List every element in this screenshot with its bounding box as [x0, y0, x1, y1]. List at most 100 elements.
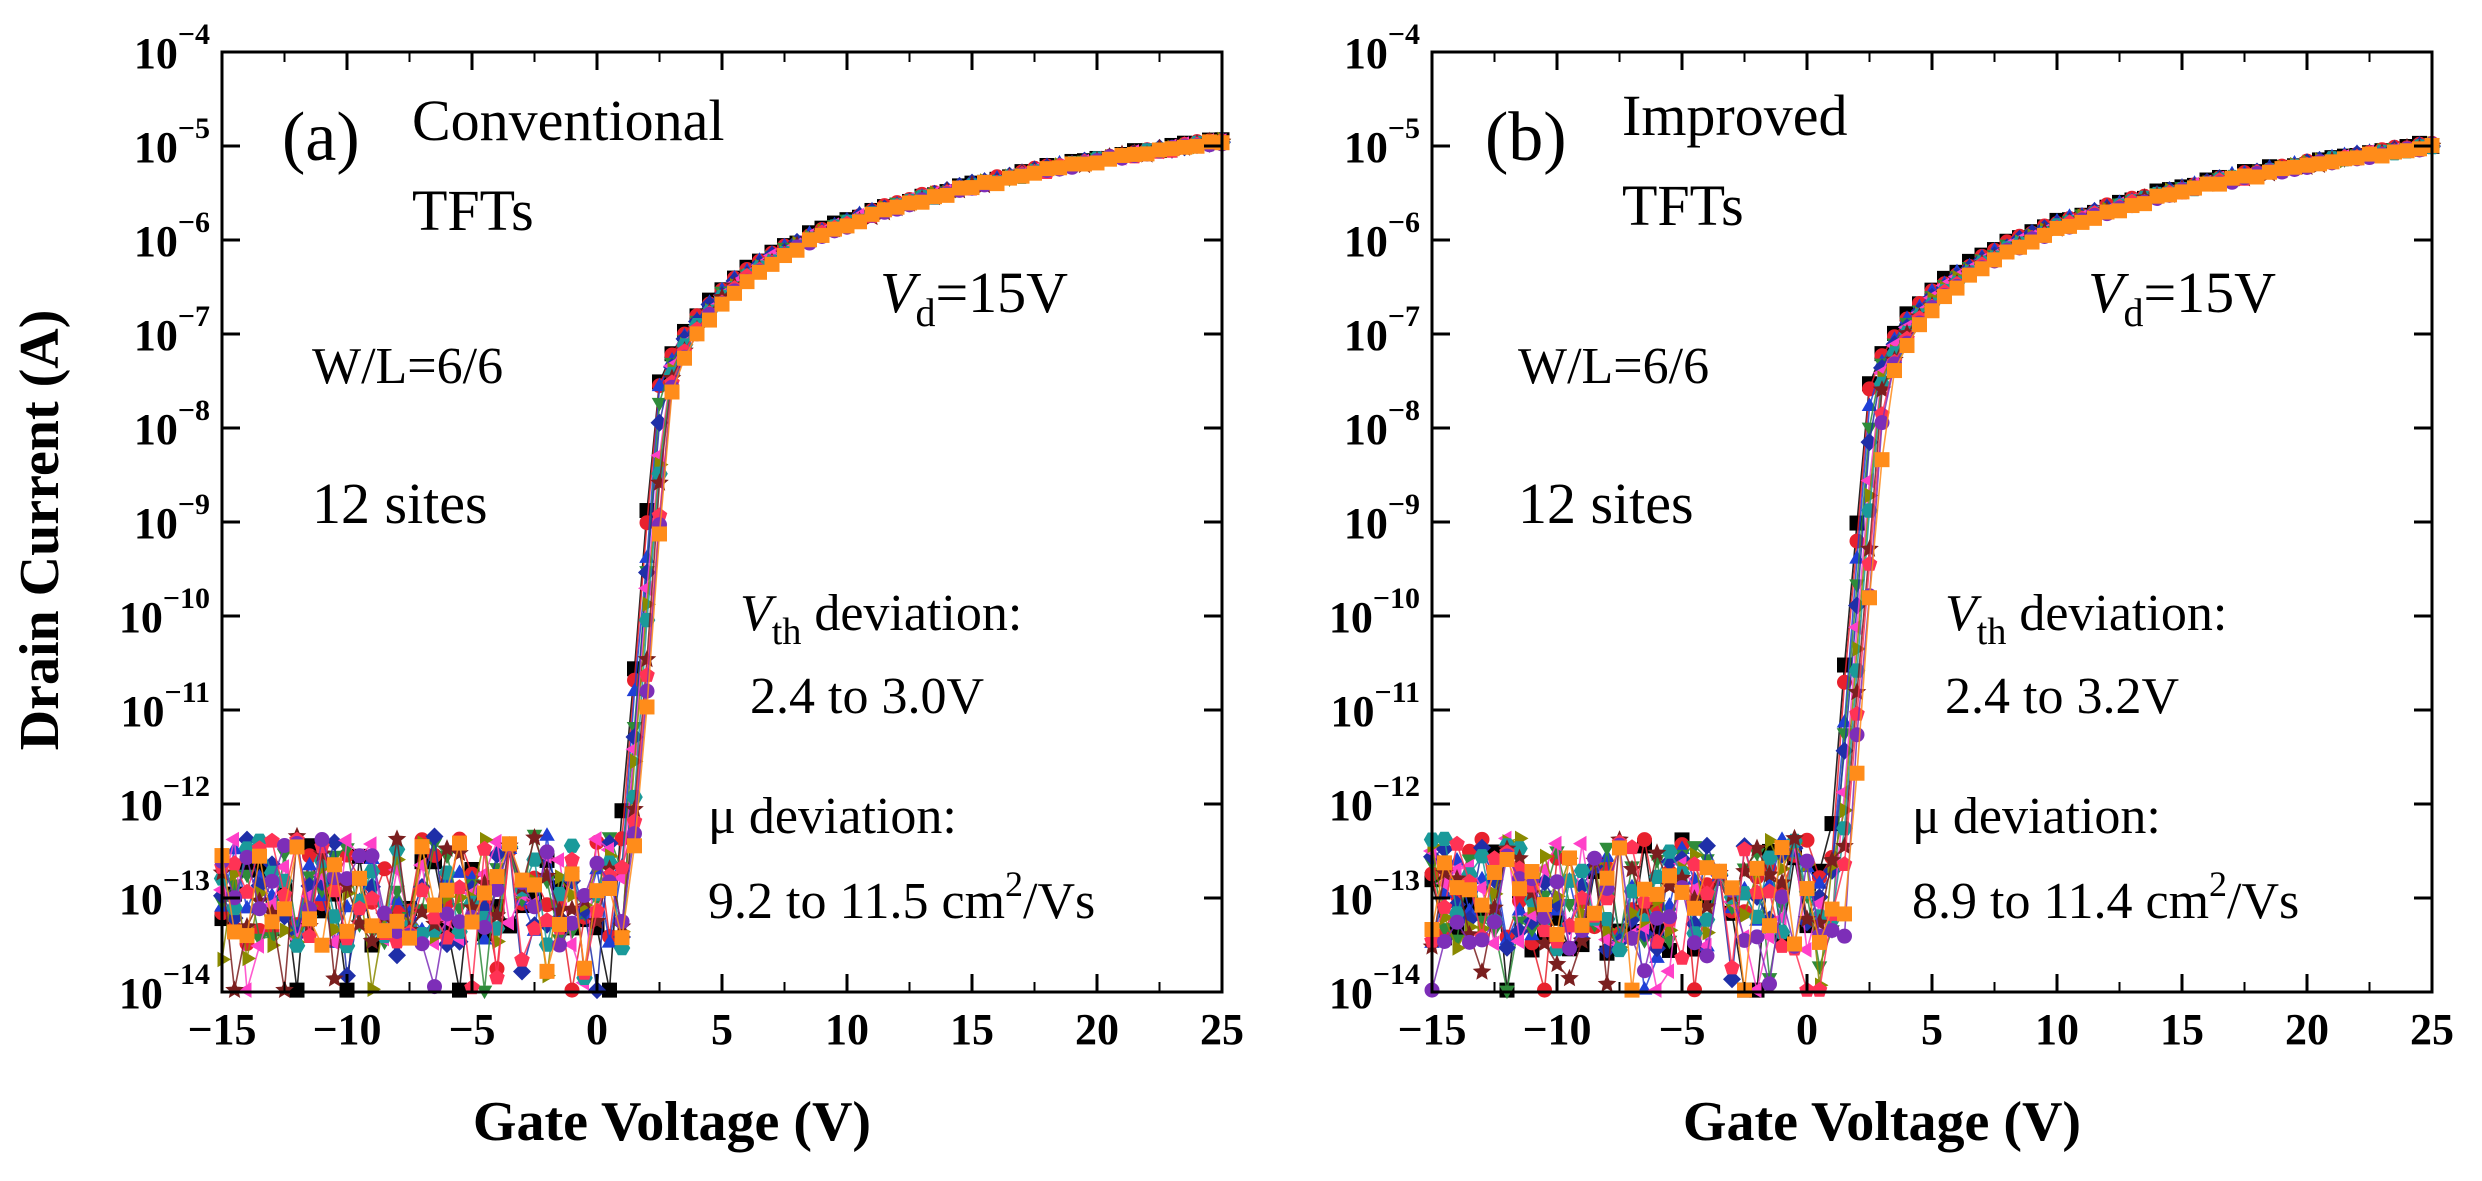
- y-axis-title: Drain Current (A): [9, 310, 71, 751]
- panel-a-vd-annotation: Vd=15V: [880, 260, 1068, 335]
- series-point: [1662, 942, 1677, 958]
- x-tick-label: 25: [1200, 1005, 1244, 1054]
- panel-b-vth-sub: th: [1977, 611, 2007, 653]
- series-point: [1562, 850, 1577, 866]
- panel-b-vd-annotation: Vd=15V: [2088, 260, 2276, 335]
- series-point: [217, 951, 231, 968]
- series-point: [552, 916, 567, 932]
- series-point: [626, 813, 643, 829]
- y-tick-exponent: −10: [163, 582, 210, 615]
- series-point: [1598, 931, 1612, 948]
- series-point: [1587, 850, 1602, 866]
- series-point: [1436, 899, 1453, 914]
- series-point: [525, 828, 544, 846]
- series-point: [564, 915, 580, 931]
- series-point: [1697, 896, 1717, 915]
- series-point: [1487, 914, 1502, 930]
- series-point: [1687, 982, 1702, 998]
- series-point: [1674, 884, 1690, 900]
- series-point: [352, 848, 367, 864]
- series-point: [1824, 922, 1840, 938]
- series-point: [1474, 897, 1490, 913]
- series-point: [1762, 976, 1777, 992]
- series-point: [537, 866, 557, 884]
- series-point: [1787, 936, 1802, 952]
- panel-a-mu-suffix: /Vs: [1023, 873, 1095, 930]
- series-point: [1761, 850, 1778, 865]
- series-point: [550, 852, 564, 868]
- panel-b-axes: −15 −10 −5 0 5 10 15 20 2510−1410−1310−1210−1110…: [1329, 18, 2454, 1054]
- series-point: [2274, 161, 2290, 177]
- series-point: [362, 931, 382, 950]
- y-tick-label: 10−13: [1329, 864, 1420, 924]
- series-point: [588, 831, 602, 847]
- series-point: [225, 831, 239, 848]
- series-point: [451, 924, 468, 939]
- panel-b-mu-range: 8.9 to 11.4 cm2/Vs: [1912, 864, 2299, 930]
- series-point: [1810, 895, 1824, 912]
- series-point: [1799, 881, 1815, 897]
- y-tick-exponent: −5: [178, 112, 210, 145]
- x-tick-label: 10: [2035, 1005, 2079, 1054]
- series-point: [326, 909, 343, 924]
- series-point: [2349, 150, 2365, 166]
- series-point: [377, 905, 392, 921]
- x-tick-label: −5: [1658, 1005, 1705, 1054]
- series-point: [652, 526, 667, 542]
- series-point: [777, 248, 792, 264]
- y-tick-label: 10−7: [134, 300, 210, 360]
- panel-b-mu-suffix: /Vs: [2227, 873, 2299, 930]
- series-point: [564, 982, 580, 998]
- panel-a-mu-range: 9.2 to 11.5 cm2/Vs: [708, 864, 1095, 930]
- series-point: [1536, 922, 1553, 938]
- y-tick-label: 10−4: [134, 18, 210, 78]
- series-point: [1999, 244, 2015, 260]
- series-point: [527, 877, 542, 893]
- series-point: [1524, 864, 1540, 880]
- y-tick-label: 10−6: [1344, 206, 1420, 266]
- series-point: [1549, 874, 1565, 890]
- series-point: [350, 913, 369, 932]
- y-tick-base: 10: [1331, 687, 1375, 736]
- series-point: [1874, 415, 1890, 431]
- series-point: [1736, 841, 1753, 857]
- series-point: [1164, 141, 1180, 157]
- series-point: [1574, 917, 1590, 933]
- series-point: [2187, 180, 2202, 196]
- y-tick-label: 10−14: [1329, 958, 1420, 1018]
- series-line: [1431, 144, 2433, 991]
- series-point: [514, 872, 530, 888]
- series-point: [702, 312, 717, 328]
- panel-a-vd-sub: d: [915, 290, 935, 335]
- series-point: [1822, 850, 1842, 869]
- panel-a-axes: −15 −10 −5 0 5 10 15 20 2510−1410−1310−1210−1110…: [119, 18, 1244, 1054]
- series-point: [1486, 850, 1503, 866]
- series-point: [1462, 882, 1477, 898]
- series-point: [325, 833, 344, 852]
- series-point: [364, 918, 380, 934]
- series-point: [1672, 868, 1692, 886]
- series-point: [451, 879, 468, 895]
- series-point: [627, 826, 642, 842]
- series-point: [1127, 146, 1142, 162]
- y-tick-base: 10: [1344, 29, 1388, 78]
- x-tick-label: 5: [711, 1005, 733, 1054]
- series-point: [314, 832, 330, 848]
- series-point: [1899, 338, 1915, 354]
- series-point: [789, 242, 805, 258]
- series-point: [1114, 147, 1130, 163]
- series-point: [1648, 982, 1662, 998]
- series-point: [1449, 880, 1465, 896]
- series-point: [1799, 832, 1815, 848]
- y-tick-exponent: −11: [1375, 676, 1420, 709]
- y-tick-exponent: −10: [1373, 582, 1420, 615]
- y-tick-exponent: −6: [1388, 206, 1420, 239]
- series-point: [2012, 239, 2027, 255]
- series-point: [1674, 949, 1690, 965]
- series-point: [1612, 840, 1627, 856]
- y-tick-base: 10: [134, 311, 178, 360]
- series-point: [238, 982, 252, 998]
- series-point: [1785, 828, 1804, 847]
- series-point: [251, 933, 268, 948]
- series-point: [1014, 168, 1030, 184]
